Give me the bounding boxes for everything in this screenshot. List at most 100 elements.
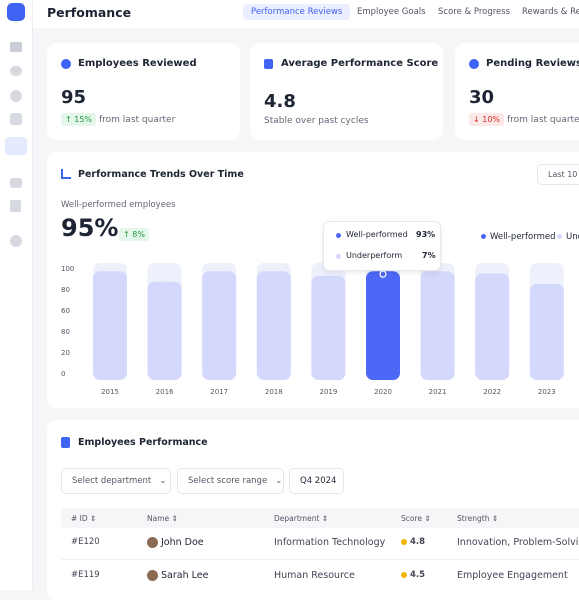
column-header[interactable]: Department ⇕ [274, 514, 329, 523]
tooltip: Well-performed 93% Underperform 7% [323, 221, 441, 271]
bar [366, 271, 400, 380]
x-tick-label: 2015 [101, 388, 119, 396]
y-tick-label: 100 [61, 265, 74, 273]
nav-icon[interactable] [10, 200, 21, 212]
legend-swatch [557, 234, 562, 239]
range-select[interactable]: Last 10 y [537, 164, 579, 185]
table-cell: #E119 [71, 570, 100, 580]
column-label: # ID [71, 514, 88, 523]
stat-title: Employees Reviewed [78, 58, 197, 69]
trend-change: ↑ 8% [119, 228, 149, 241]
bar [420, 271, 455, 380]
icon [61, 437, 70, 448]
stat-note: from last quarter [99, 115, 176, 125]
table-cell: #E120 [71, 537, 100, 547]
y-tick-label: 60 [61, 307, 70, 315]
column-label: Strength [457, 514, 490, 523]
x-tick-label: 2022 [483, 388, 501, 396]
trend-subtitle: Well-performed employees [61, 200, 176, 210]
stat-value: 4.8 [264, 91, 296, 112]
y-tick-label: 20 [61, 349, 70, 357]
filter-label: Q4 2024 [300, 476, 337, 486]
column-label: Score [401, 514, 423, 523]
star [401, 572, 407, 578]
nav-icon[interactable] [10, 113, 22, 125]
tab[interactable]: Employee Goals [357, 7, 426, 17]
stat-card: Employees Reviewed 95 ↑ 15% from last qu… [47, 43, 240, 140]
tooltip-value: 93% [416, 230, 436, 239]
trend-title: Performance Trends Over Time [78, 169, 244, 180]
star [401, 539, 407, 545]
table-cell: 4.8 [410, 537, 426, 547]
nav-icon[interactable] [10, 178, 22, 188]
tab[interactable]: Score & Progress [438, 7, 511, 17]
tab[interactable]: Rewards & Rec [522, 7, 579, 17]
tooltip-swatch [336, 254, 341, 259]
table-cell: Sarah Lee [161, 570, 209, 581]
bar [93, 271, 127, 380]
table-cell: 4.5 [410, 570, 426, 580]
x-tick-label: 2019 [319, 388, 337, 396]
sidebar [0, 0, 33, 590]
table-cell: Human Resource [274, 570, 355, 581]
icon [469, 59, 479, 69]
filter[interactable]: Select score range ⌄ [177, 468, 284, 494]
bar [147, 281, 182, 380]
table-cell: Information Technology [274, 537, 386, 548]
nav-active[interactable] [5, 137, 27, 155]
nav-icon[interactable] [10, 235, 22, 247]
tooltip-value: 7% [422, 251, 436, 260]
stat-value: 30 [469, 87, 495, 108]
y-tick-label: 0 [61, 370, 65, 378]
stat-change: ↑ 15% [61, 113, 97, 126]
nav-icon[interactable] [10, 66, 22, 76]
trend-chart: 100 80 60 80 20 0 2015 2016 2017 2018 2019 2020 2021… [61, 263, 564, 396]
stat-title: Pending Reviews [486, 58, 579, 69]
column-header[interactable]: Name ⇕ [147, 514, 178, 523]
column-header[interactable]: Strength ⇕ [457, 514, 499, 523]
y-tick-label: 80 [61, 286, 70, 294]
highlight-dot [379, 270, 387, 278]
filter[interactable]: Q4 2024 [289, 468, 344, 494]
y-tick-label: 80 [61, 328, 70, 336]
page-title: Perfomance [47, 5, 132, 20]
column-header[interactable]: Score ⇕ [401, 514, 431, 523]
avatar [147, 537, 158, 548]
table-cell: John Doe [161, 537, 204, 548]
table-card: Employees Performance Select department … [47, 420, 579, 600]
tab[interactable]: Performance Reviews [243, 4, 351, 20]
stat-note: from last quarter [507, 115, 579, 125]
stat-value: 95 [61, 87, 87, 108]
row-divider [61, 559, 579, 560]
tooltip-label: Underperform [346, 251, 403, 260]
x-tick-label: 2020 [374, 388, 392, 396]
x-tick-label: 2017 [210, 388, 228, 396]
stat-change: ↓ 10% [469, 113, 505, 126]
nav-icon[interactable] [10, 90, 22, 102]
table-title: Employees Performance [78, 437, 208, 448]
trend-value: 95% [61, 214, 119, 242]
column-label: Name [147, 514, 170, 523]
logo[interactable] [7, 3, 25, 21]
x-tick-label: 2016 [156, 388, 174, 396]
column-label: Department [274, 514, 320, 523]
stat-note: Stable over past cycles [264, 116, 369, 126]
legend-label: Und [566, 232, 579, 242]
column-header[interactable]: # ID ⇕ [71, 514, 97, 523]
x-tick-label: 2018 [265, 388, 283, 396]
bar [311, 275, 346, 380]
home-icon[interactable] [10, 42, 22, 52]
tooltip-swatch [336, 233, 341, 238]
x-tick-label: 2021 [429, 388, 447, 396]
avatar [147, 570, 158, 581]
stat-title: Average Performance Score [281, 58, 439, 69]
icon [264, 59, 273, 69]
icon [61, 169, 71, 179]
bar [202, 271, 237, 380]
bar [529, 284, 564, 380]
filter[interactable]: Select department ⌄ [61, 468, 171, 494]
table-cell: Innovation, Problem-Solving [457, 537, 579, 548]
stat-card: Pending Reviews 30 ↓ 10% from last quart… [455, 43, 579, 140]
table-cell: Employee Engagement [457, 570, 568, 581]
